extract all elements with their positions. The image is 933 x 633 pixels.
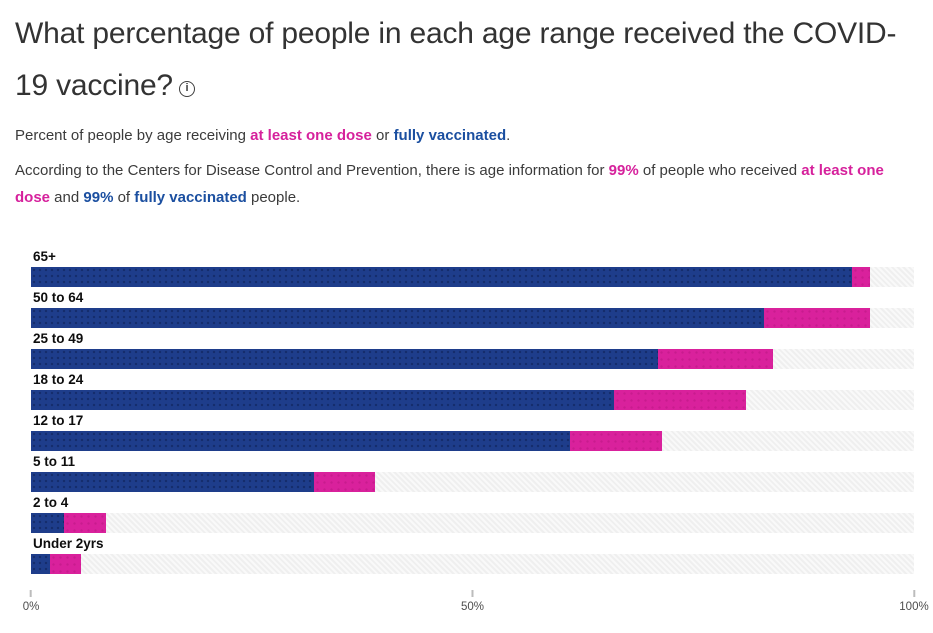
- bar-segment-at-least-one-dose[interactable]: [613, 390, 747, 410]
- x-axis: 0% 50% 100%: [23, 590, 929, 626]
- chart-row: 5 to 11: [31, 453, 914, 492]
- bar-track: [31, 308, 914, 328]
- bar-track: [31, 267, 914, 287]
- axis-tick-mark: [30, 590, 32, 597]
- age-group-label: 2 to 4: [33, 495, 69, 510]
- age-group-label: 25 to 49: [33, 331, 84, 346]
- page-title-text: What percentage of people in each age ra…: [15, 17, 897, 102]
- bar-segment-at-least-one-dose[interactable]: [50, 554, 82, 574]
- one-dose-coverage-pct: 99%: [608, 162, 639, 179]
- chart-row: 25 to 49: [31, 330, 914, 369]
- axis-tick: 0%: [22, 590, 40, 613]
- bar-segment-at-least-one-dose[interactable]: [852, 267, 870, 287]
- bar-segment-fully-vaccinated[interactable]: [31, 390, 614, 410]
- age-group-label: 65+: [33, 249, 56, 264]
- info-icon[interactable]: i: [178, 80, 195, 97]
- axis-tick-mark: [912, 590, 915, 597]
- age-group-label: 18 to 24: [33, 372, 84, 387]
- description-text: According to the Centers for Disease Con…: [15, 162, 609, 179]
- description-text: of people who received: [638, 162, 802, 179]
- bar-track: [31, 390, 914, 410]
- bar-track: [31, 554, 914, 574]
- bar-chart: 65+ 50 to 64 25 to 49 18 to 24 12 to 17 5 to …: [31, 248, 914, 574]
- chart-row: 65+: [31, 248, 914, 287]
- bar-segment-at-least-one-dose[interactable]: [313, 472, 376, 492]
- bar-segment-fully-vaccinated[interactable]: [31, 308, 764, 328]
- bar-segment-fully-vaccinated[interactable]: [31, 472, 314, 492]
- axis-tick-label: 50%: [460, 601, 485, 613]
- bar-segment-fully-vaccinated[interactable]: [31, 554, 51, 574]
- axis-tick-label: 0%: [22, 601, 40, 613]
- one-dose-term: at least one dose: [15, 162, 884, 206]
- age-group-label: 12 to 17: [33, 413, 84, 428]
- one-dose-term: at least one dose: [250, 127, 372, 144]
- bar-segment-at-least-one-dose[interactable]: [569, 431, 663, 451]
- axis-tick: 100%: [899, 590, 929, 613]
- bar-segment-fully-vaccinated[interactable]: [31, 349, 658, 369]
- bar-segment-at-least-one-dose[interactable]: [763, 308, 870, 328]
- bar-segment-at-least-one-dose[interactable]: [63, 513, 107, 533]
- axis-tick-label: 100%: [899, 601, 929, 613]
- age-group-label: 5 to 11: [33, 454, 76, 469]
- axis-tick: 50%: [461, 590, 484, 613]
- description-text: people.: [246, 189, 301, 206]
- axis-tick-mark: [471, 590, 474, 597]
- subtitle: Percent of people by age receiving at le…: [15, 127, 915, 144]
- subtitle-text: .: [506, 127, 511, 144]
- bar-segment-at-least-one-dose[interactable]: [657, 349, 773, 369]
- fully-vaccinated-term: fully vaccinated: [393, 127, 507, 144]
- age-group-label: 50 to 64: [33, 290, 84, 305]
- chart-row: 50 to 64: [31, 289, 914, 328]
- chart-row: Under 2yrs: [31, 535, 914, 574]
- fully-vaccinated-coverage-pct: 99%: [83, 189, 114, 206]
- fully-vaccinated-term: fully vaccinated: [134, 189, 247, 206]
- bar-segment-fully-vaccinated[interactable]: [31, 431, 570, 451]
- chart-row: 18 to 24: [31, 371, 914, 410]
- chart-row: 2 to 4: [31, 494, 914, 533]
- subtitle-text: or: [371, 127, 394, 144]
- age-group-label: Under 2yrs: [33, 536, 104, 551]
- bar-track: [31, 472, 914, 492]
- bar-segment-fully-vaccinated[interactable]: [31, 267, 853, 287]
- bar-track: [31, 431, 914, 451]
- description-text: and: [50, 189, 84, 206]
- description: According to the Centers for Disease Con…: [15, 157, 915, 211]
- description-text: of: [113, 189, 135, 206]
- subtitle-text: Percent of people by age receiving: [15, 127, 251, 144]
- bar-segment-fully-vaccinated[interactable]: [31, 513, 64, 533]
- page-title: What percentage of people in each age ra…: [15, 8, 915, 112]
- chart-row: 12 to 17: [31, 412, 914, 451]
- bar-track: [31, 513, 914, 533]
- bar-track: [31, 349, 914, 369]
